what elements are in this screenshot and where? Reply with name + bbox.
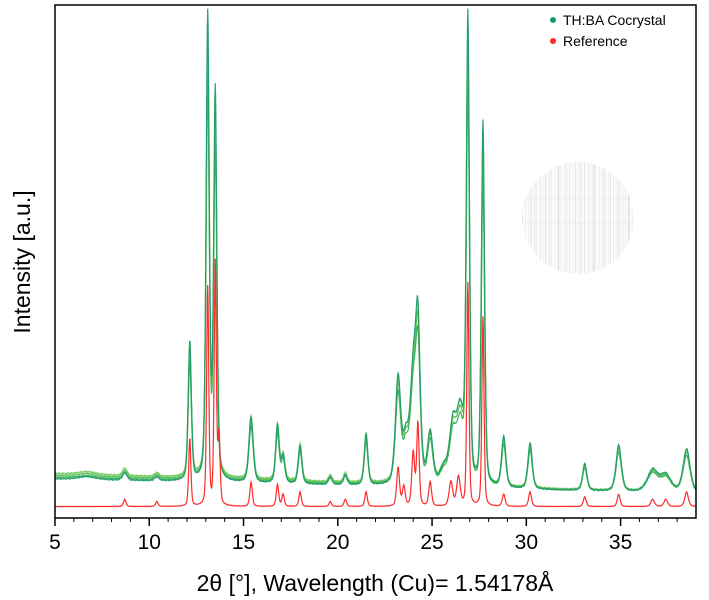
x-axis-label: 2θ [°], Wavelength (Cu)= 1.54178Å [197,569,554,596]
x-tick-label: 15 [232,531,255,554]
legend-label-cocrystal: TH:BA Cocrystal [563,12,666,28]
legend-label-reference: Reference [563,33,628,49]
x-axis: 5 10 15 20 25 30 35 [49,518,678,554]
x-tick-label: 20 [326,531,349,554]
series-line-cocrystal [54,8,697,492]
series-layer [54,8,697,508]
inset-graphic [522,162,634,274]
legend-marker-cocrystal [550,17,556,23]
legend-marker-reference [550,38,556,44]
x-tick-label: 25 [420,531,443,554]
y-axis-label: Intensity [a.u.] [9,190,35,333]
x-tick-label: 5 [49,531,61,554]
series-line-reference [54,258,697,508]
x-tick-label: 35 [609,531,632,554]
x-tick-label: 10 [138,531,161,554]
legend: TH:BA Cocrystal Reference [550,12,666,49]
inset-image [522,162,634,274]
x-tick-label: 30 [515,531,538,554]
